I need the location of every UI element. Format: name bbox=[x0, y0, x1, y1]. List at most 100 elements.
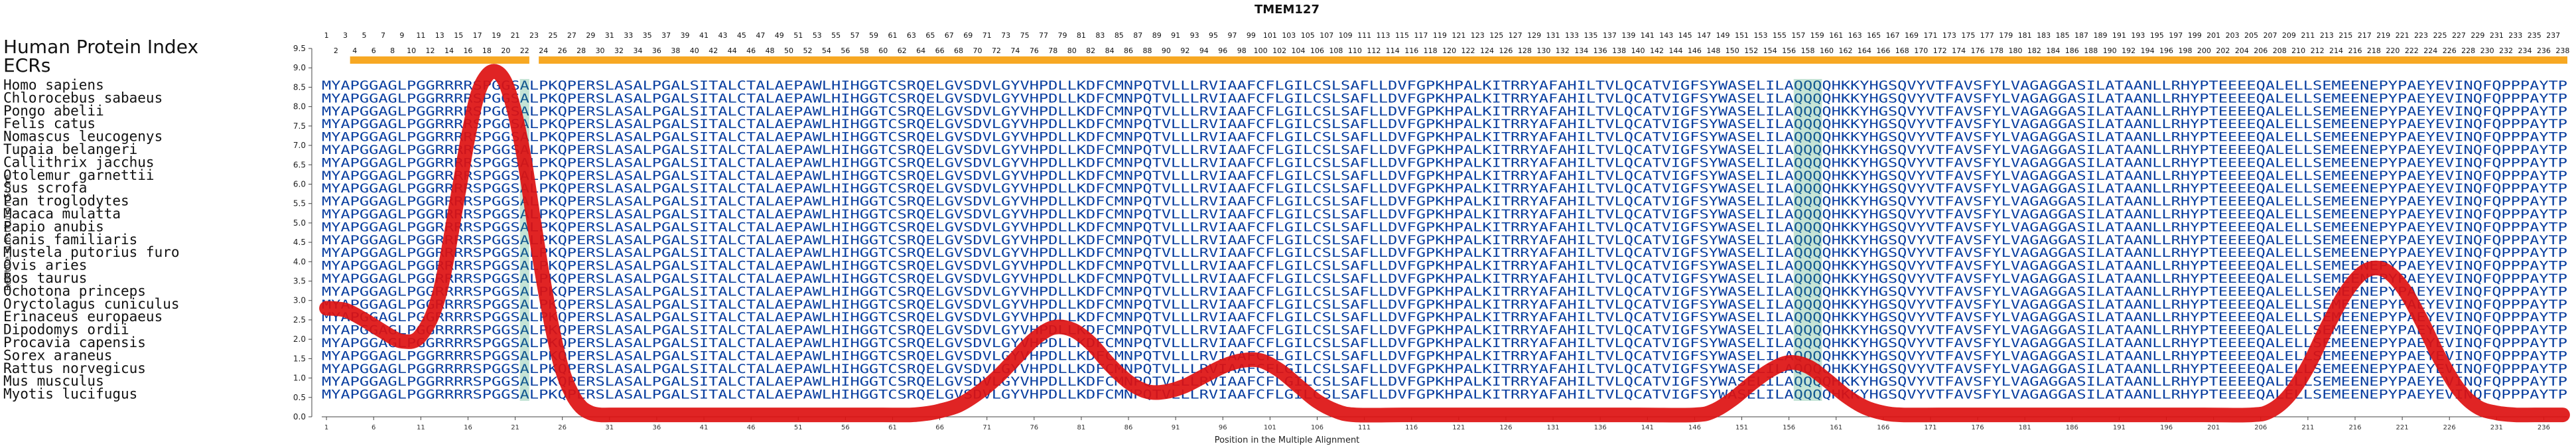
species-label: Ovis aries bbox=[3, 258, 87, 273]
column-number: 139 bbox=[1621, 31, 1635, 40]
column-number: 235 bbox=[2528, 31, 2542, 40]
sequence-row: MYAPGGAGLPGGRRRRSPGGSALPKQPERSLASALPGALS… bbox=[322, 323, 2567, 338]
x-tick-label: 126 bbox=[1499, 424, 1512, 431]
column-number: 80 bbox=[1067, 46, 1077, 55]
x-tick-label: 221 bbox=[2396, 424, 2409, 431]
sequence-row: MYAPGGAGLPGGRRRRSPGGSALPKQPERSLASALPGALS… bbox=[322, 348, 2567, 363]
column-number: 164 bbox=[1858, 46, 1871, 55]
y-tick-label: 0.0 bbox=[293, 412, 306, 421]
y-tick-label: 7.5 bbox=[293, 121, 306, 131]
sequence-row: MYAPGGAGLPGGRRRRSPGGSALPKQPERSLASALPGALS… bbox=[322, 297, 2567, 312]
x-tick-label: 216 bbox=[2348, 424, 2361, 431]
column-number: 205 bbox=[2244, 31, 2258, 40]
column-number: 67 bbox=[945, 31, 954, 40]
y-tick-label: 1.5 bbox=[293, 354, 306, 363]
column-number: 1 bbox=[324, 31, 329, 40]
column-number: 143 bbox=[1659, 31, 1673, 40]
x-tick-label: 141 bbox=[1641, 424, 1654, 431]
column-number: 8 bbox=[390, 46, 395, 55]
column-number: 99 bbox=[1247, 31, 1256, 40]
y-tick-label: 5.5 bbox=[293, 199, 306, 208]
column-number: 111 bbox=[1357, 31, 1371, 40]
column-number: 140 bbox=[1631, 46, 1645, 55]
column-number: 172 bbox=[1933, 46, 1947, 55]
species-label: Pongo abelii bbox=[3, 103, 104, 119]
column-number: 46 bbox=[746, 46, 756, 55]
y-tick-label: 0.5 bbox=[293, 393, 306, 402]
column-number: 109 bbox=[1339, 31, 1353, 40]
column-number: 210 bbox=[2291, 46, 2305, 55]
column-number: 149 bbox=[1716, 31, 1730, 40]
column-number: 39 bbox=[681, 31, 690, 40]
y-tick-label: 3.0 bbox=[293, 296, 306, 305]
column-number: 21 bbox=[511, 31, 520, 40]
column-number: 238 bbox=[2555, 46, 2569, 55]
column-number: 74 bbox=[1010, 46, 1020, 55]
column-number: 24 bbox=[539, 46, 548, 55]
sequence-row: MYAPGGAGLPGGRRRRSPGGSALPKQPERSLASALPGALS… bbox=[322, 284, 2567, 299]
column-number: 155 bbox=[1773, 31, 1787, 40]
column-number: 51 bbox=[793, 31, 803, 40]
column-number: 101 bbox=[1263, 31, 1277, 40]
y-tick-label: 9.0 bbox=[293, 63, 306, 72]
column-number: 88 bbox=[1142, 46, 1152, 55]
column-number: 133 bbox=[1565, 31, 1579, 40]
column-number: 3 bbox=[343, 31, 348, 40]
column-number: 53 bbox=[813, 31, 822, 40]
column-number: 102 bbox=[1272, 46, 1286, 55]
column-number: 207 bbox=[2263, 31, 2277, 40]
sequence-row: MYAPGGAGLPGGRRRRSPGGSALPKQPERSLASALPGALS… bbox=[322, 220, 2567, 234]
x-tick-label: 151 bbox=[1735, 424, 1748, 431]
column-number: 163 bbox=[1848, 31, 1862, 40]
column-number: 171 bbox=[1923, 31, 1937, 40]
ecr-bar bbox=[350, 56, 529, 64]
column-number: 224 bbox=[2423, 46, 2437, 55]
chart-title: TMEM127 bbox=[1254, 3, 1320, 17]
x-tick-label: 146 bbox=[1688, 424, 1701, 431]
column-number: 9 bbox=[399, 31, 404, 40]
x-tick-label: 66 bbox=[935, 424, 944, 431]
column-number: 107 bbox=[1320, 31, 1333, 40]
y-tick-label: 7.0 bbox=[293, 141, 306, 150]
column-number: 36 bbox=[652, 46, 661, 55]
x-tick-label: 121 bbox=[1452, 424, 1465, 431]
column-number: 134 bbox=[1574, 46, 1588, 55]
x-tick-label: 96 bbox=[1219, 424, 1227, 431]
column-number: 103 bbox=[1282, 31, 1296, 40]
sequence-row: MYAPGGAGLPGGRRRRSPGGSALPKQPERSLASALPGALS… bbox=[322, 271, 2567, 286]
column-number: 225 bbox=[2433, 31, 2447, 40]
column-number: 158 bbox=[1801, 46, 1815, 55]
ecr-bar bbox=[539, 56, 2567, 64]
species-label: Bos taurus bbox=[3, 270, 87, 286]
column-number: 202 bbox=[2216, 46, 2230, 55]
column-number: 191 bbox=[2112, 31, 2126, 40]
column-number: 221 bbox=[2396, 31, 2409, 40]
y-tick-label: 8.0 bbox=[293, 102, 306, 112]
column-number: 231 bbox=[2490, 31, 2504, 40]
column-number: 184 bbox=[2046, 46, 2060, 55]
column-number: 13 bbox=[435, 31, 444, 40]
column-number: 98 bbox=[1237, 46, 1247, 55]
column-number: 69 bbox=[963, 31, 973, 40]
x-tick-label: 6 bbox=[372, 424, 375, 431]
column-number: 186 bbox=[2065, 46, 2079, 55]
column-number: 38 bbox=[671, 46, 680, 55]
x-tick-label: 171 bbox=[1924, 424, 1936, 431]
column-number: 214 bbox=[2329, 46, 2343, 55]
x-tick-label: 31 bbox=[605, 424, 614, 431]
column-number: 2 bbox=[334, 46, 338, 55]
column-number: 230 bbox=[2480, 46, 2494, 55]
column-number: 65 bbox=[925, 31, 935, 40]
column-number: 87 bbox=[1133, 31, 1142, 40]
column-number: 218 bbox=[2367, 46, 2381, 55]
column-number: 189 bbox=[2093, 31, 2107, 40]
column-number: 16 bbox=[463, 46, 472, 55]
column-number: 55 bbox=[831, 31, 841, 40]
column-number: 236 bbox=[2537, 46, 2551, 55]
species-label: Ochotona princeps bbox=[3, 283, 146, 299]
sequence-row: MYAPGGAGLPGGRRRRSPGGSALPKQPERSLASALPGALS… bbox=[322, 181, 2567, 196]
column-number: 63 bbox=[907, 31, 916, 40]
column-number: 228 bbox=[2461, 46, 2475, 55]
column-number: 4 bbox=[352, 46, 357, 55]
column-number: 215 bbox=[2339, 31, 2352, 40]
